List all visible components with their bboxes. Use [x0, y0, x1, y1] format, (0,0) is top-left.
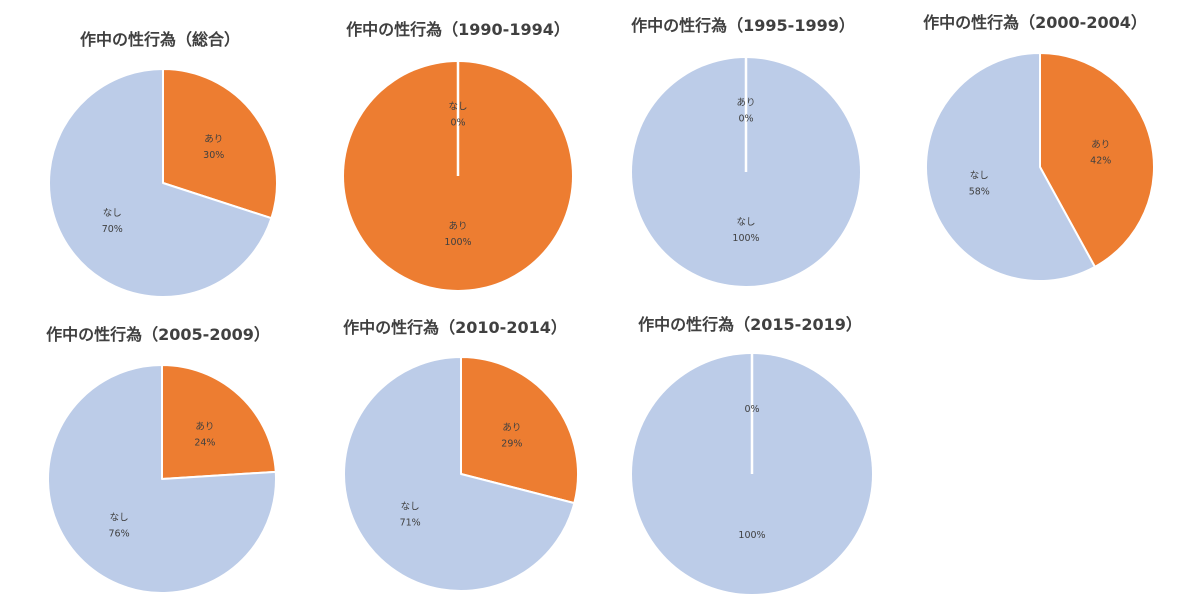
data-label: なし 58% — [969, 171, 990, 198]
data-label-category: あり — [502, 423, 521, 434]
pie-chart-3: 作中の性行為（1995-1999） あり 0% なし 100% — [631, 16, 860, 286]
data-label-percent: 76% — [109, 529, 130, 540]
pie-chart-6: 作中の性行為（2010-2014） あり 29% なし 71% — [343, 318, 579, 592]
data-label-percent: 71% — [400, 517, 421, 528]
data-label: あり 24% — [194, 421, 215, 448]
chart-title: 作中の性行為（2005-2009） — [46, 325, 270, 344]
data-label-category: なし — [110, 513, 129, 524]
data-label: あり 29% — [501, 423, 522, 450]
data-label-category: あり — [204, 134, 223, 145]
pie-slice-nashi — [47, 364, 277, 594]
pie-slice-ari — [162, 68, 278, 220]
data-label-percent: 24% — [194, 437, 215, 448]
chart-title: 作中の性行為（1995-1999） — [631, 16, 855, 35]
data-label-percent: 29% — [501, 439, 522, 450]
pie-slice-nashi — [343, 356, 576, 592]
data-label-category: なし — [448, 101, 467, 112]
chart-title: 作中の性行為（2000-2004） — [923, 13, 1147, 32]
pie-chart-4: 作中の性行為（2000-2004） あり 42% なし 58% — [923, 13, 1155, 282]
pie-slice-ari — [161, 364, 277, 480]
data-label-percent: 58% — [969, 187, 990, 198]
data-label-percent: 42% — [1090, 155, 1111, 166]
chart-title: 作中の性行為（1990-1994） — [346, 20, 570, 39]
data-label: なし 71% — [400, 501, 421, 528]
data-label-percent: 100% — [444, 237, 471, 248]
pie-slice-nashi — [48, 68, 273, 298]
data-label: なし 0% — [448, 101, 467, 128]
data-label: あり 0% — [736, 97, 755, 124]
data-label-percent: 0% — [738, 113, 753, 124]
pie-chart-1: 作中の性行為（総合） あり 30% なし 70% — [48, 30, 278, 298]
data-label: なし 76% — [109, 513, 130, 540]
data-label-category: あり — [1091, 139, 1110, 150]
chart-title: 作中の性行為（2015-2019） — [638, 315, 862, 334]
data-label-category: なし — [103, 208, 122, 219]
data-label: あり 30% — [203, 134, 224, 161]
data-label: 0% — [744, 404, 759, 415]
chart-title: 作中の性行為（2010-2014） — [343, 318, 567, 337]
data-label: なし 70% — [102, 208, 123, 235]
data-label-percent: 30% — [203, 150, 224, 161]
data-label: あり 42% — [1090, 139, 1111, 166]
data-label-percent: 70% — [102, 224, 123, 235]
data-label-category: あり — [448, 221, 467, 232]
chart-title: 作中の性行為（総合） — [80, 30, 240, 49]
pie-chart-5: 作中の性行為（2005-2009） あり 24% なし 76% — [46, 325, 277, 594]
pie-chart-7: 作中の性行為（2015-2019） 0% 100% — [632, 315, 872, 594]
data-label-category: なし — [736, 217, 755, 228]
data-label-percent: 0% — [450, 117, 465, 128]
data-label: 100% — [738, 530, 765, 541]
data-label-category: なし — [401, 501, 420, 512]
data-label-percent: 0% — [744, 404, 759, 415]
pie-slice-ari — [1039, 52, 1155, 268]
data-label-percent: 100% — [732, 233, 759, 244]
pie-slice-nashi — [925, 52, 1096, 282]
pie-chart-2: 作中の性行為（1990-1994） あり 100% なし 0% — [344, 20, 572, 290]
data-label-category: あり — [736, 97, 755, 108]
data-label: なし 100% — [732, 217, 759, 244]
data-label-category: あり — [195, 421, 214, 432]
data-label-category: なし — [970, 171, 989, 182]
pie-slice-ari — [460, 356, 579, 505]
data-label-percent: 100% — [738, 530, 765, 541]
data-label: あり 100% — [444, 221, 471, 248]
